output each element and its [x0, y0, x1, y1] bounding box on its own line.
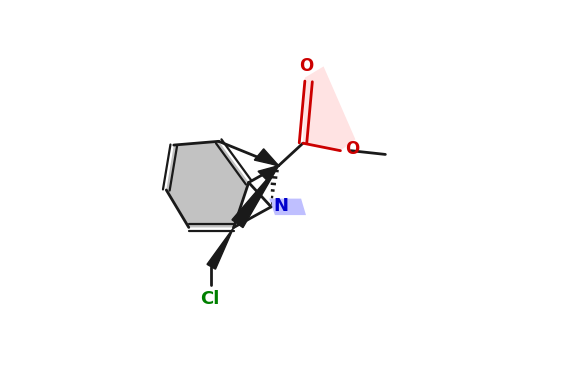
Polygon shape: [303, 66, 355, 151]
Polygon shape: [269, 199, 306, 215]
Polygon shape: [232, 166, 279, 228]
Text: O: O: [345, 140, 359, 158]
Polygon shape: [166, 141, 249, 228]
Text: Cl: Cl: [200, 290, 219, 308]
Polygon shape: [207, 228, 234, 269]
Text: N: N: [273, 198, 288, 215]
Polygon shape: [254, 149, 279, 166]
Text: O: O: [300, 57, 314, 75]
Polygon shape: [258, 166, 279, 180]
